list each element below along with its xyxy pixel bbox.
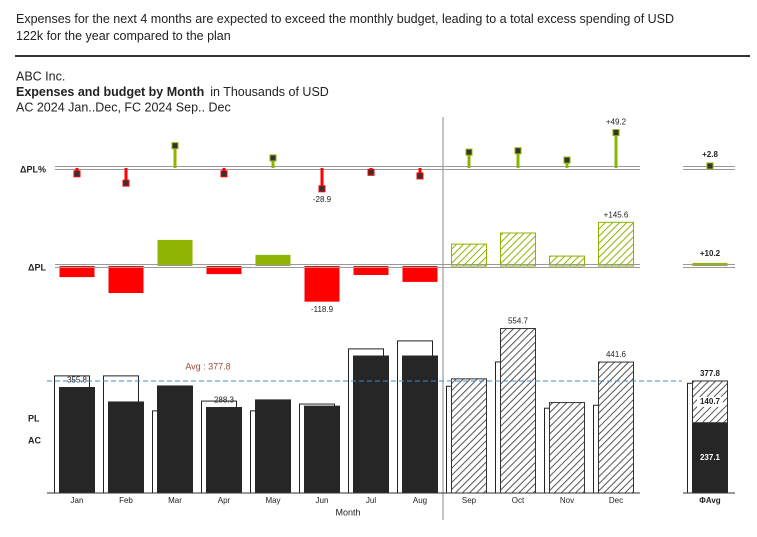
avg-category-label: ΦAvg — [699, 496, 720, 505]
ac-bar — [108, 401, 144, 494]
pin-head — [73, 170, 81, 178]
ac-bar — [255, 399, 291, 494]
delta-bar — [353, 266, 389, 275]
ac-bar — [206, 407, 242, 494]
x-tick-label: Jul — [366, 496, 376, 505]
delta-bar — [500, 232, 536, 267]
pin-head — [612, 129, 620, 137]
x-axis-label: Month — [335, 507, 360, 517]
pin-head — [514, 147, 522, 155]
title-bold: Expenses and budget by Month — [16, 85, 204, 99]
ac-bar — [402, 355, 438, 494]
x-tick-label: Apr — [218, 496, 231, 505]
value-label: 288.3 — [214, 396, 235, 405]
delta-bar — [108, 266, 144, 293]
avg-label: +10.2 — [700, 249, 721, 258]
delta-bar — [402, 266, 438, 282]
value-label: +145.6 — [604, 210, 629, 219]
delta-bar — [451, 243, 487, 267]
value-label: 355.8 — [67, 376, 88, 385]
value-label: 441.6 — [606, 350, 627, 359]
delta-bar — [157, 239, 193, 266]
axis-label: ΔPL — [28, 262, 46, 272]
x-tick-label: Sep — [462, 496, 477, 505]
delta-bar — [206, 266, 242, 275]
x-tick-label: Nov — [560, 496, 574, 505]
ac-bar — [59, 387, 95, 494]
avg-fc-label-bg — [697, 396, 723, 407]
x-tick-label: Jun — [316, 496, 329, 505]
ac-bar — [157, 385, 193, 494]
value-label: 554.7 — [508, 317, 529, 326]
company: ABC Inc. — [16, 69, 65, 83]
avg-label: +2.8 — [702, 150, 718, 159]
x-tick-label: May — [265, 496, 280, 505]
avg-ac-bar — [692, 422, 728, 494]
x-tick-label: Mar — [168, 496, 182, 505]
x-tick-label: Dec — [609, 496, 623, 505]
ac-bar — [353, 355, 389, 494]
delta-bar — [549, 255, 585, 267]
pin-head — [367, 168, 375, 176]
x-tick-label: Aug — [413, 496, 427, 505]
legend-label: AC — [28, 435, 41, 445]
pin-head — [563, 156, 571, 164]
fc-bar — [500, 328, 536, 494]
pin-head — [465, 148, 473, 156]
value-label: +49.2 — [606, 118, 627, 127]
value-label: -118.9 — [311, 305, 334, 314]
axis-label: ΔPL% — [20, 164, 46, 174]
pin-head — [171, 142, 179, 150]
legend-label: PL — [28, 413, 40, 423]
x-tick-label: Oct — [512, 496, 525, 505]
pin-head — [220, 170, 228, 178]
pin-head — [706, 162, 714, 170]
avg-fc-label: 140.7 — [700, 397, 721, 406]
title: Expenses and budget by Month in Thousands… — [16, 85, 329, 99]
delta-bar — [59, 266, 95, 278]
delta-bar — [255, 254, 291, 266]
fc-bar — [549, 402, 585, 494]
pin-head — [416, 172, 424, 180]
pin-head — [122, 179, 130, 187]
subtitle: AC 2024 Jan..Dec, FC 2024 Sep.. Dec — [16, 100, 231, 114]
x-tick-label: Feb — [119, 496, 133, 505]
fc-bar — [451, 378, 487, 494]
delta-bar — [304, 266, 340, 302]
title-unit: in Thousands of USD — [210, 85, 329, 99]
fc-bar — [598, 361, 634, 494]
delta-bar — [598, 221, 634, 267]
headline: Expenses for the next 4 months are expec… — [16, 12, 674, 43]
avg-total-label: 377.8 — [700, 369, 721, 378]
value-label: -28.9 — [313, 195, 332, 204]
avg-line-label: Avg : 377.8 — [185, 361, 230, 371]
avg-ac-label: 237.1 — [700, 453, 721, 462]
ac-bar — [304, 405, 340, 494]
pin-head — [318, 185, 326, 193]
pin-head — [269, 154, 277, 162]
x-tick-label: Jan — [71, 496, 84, 505]
